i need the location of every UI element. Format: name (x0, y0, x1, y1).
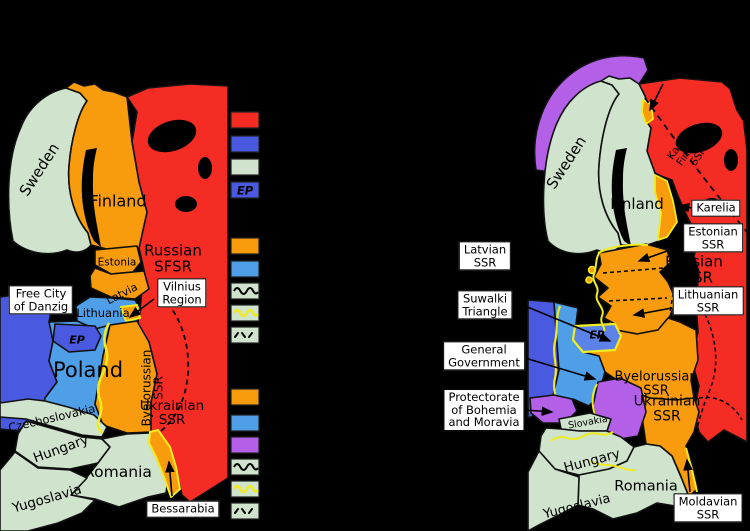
east-prussia-swatch-label: EP (237, 184, 254, 198)
lithuanian-arrow (632, 307, 673, 318)
wavy-black-glyph-2 (233, 463, 259, 471)
ssr-border-dashed-2 (187, 508, 229, 529)
region-bessarabia (148, 429, 181, 498)
region-ukrainian-ssr (619, 381, 700, 498)
callout-vilnius-region: Vilnius Region (157, 278, 207, 308)
wavy-black-swatch-2 (230, 458, 260, 476)
baltic-coast-yellow (592, 251, 606, 332)
region-poland-east (94, 320, 158, 434)
callout-free-city-of-danzig: Free City of Danzig (8, 285, 74, 315)
wavy-black-glyph (233, 287, 259, 295)
region-latvia (89, 267, 150, 300)
estonian-arrow (637, 244, 685, 263)
dashed-glyph (234, 332, 253, 338)
callout-general-government: General Government (443, 341, 525, 371)
white-sea-corner (726, 78, 750, 132)
suwalki-arrow (524, 305, 612, 342)
latvia-lithuania-dashed (608, 297, 668, 302)
callout-moldavian-ssr: Moldavian SSR (673, 493, 743, 523)
hungary-gain-yellow-1 (550, 431, 614, 442)
estonia-latvia-dashed (602, 267, 665, 274)
callout-bessarabia: Bessarabia (146, 500, 220, 518)
region-yugoslavia (0, 451, 96, 531)
wavy-black-swatch (230, 282, 260, 300)
protectorate-arrow (524, 406, 554, 417)
white-sea-lakes (147, 119, 212, 212)
byelorussia-rsfsr-dashed (696, 301, 717, 429)
dashed-swatch (230, 326, 260, 344)
soviet-sphere-swatch (230, 237, 260, 255)
callout-protectorate: Protectorate of Bohemia and Moravia (443, 389, 525, 431)
callout-karelia: Karelia (691, 199, 741, 217)
callout-lithuanian-ssr: Lithuanian SSR (672, 286, 744, 316)
region-karelia-ceded (654, 174, 678, 241)
region-yugoslavia (527, 450, 580, 531)
vilnius-arrow (128, 298, 155, 318)
island-hiiumaa (585, 276, 593, 284)
callout-suwalki-triangle: Suwalki Triangle (457, 290, 513, 320)
bessarabia-arrow (165, 460, 175, 497)
dashed-swatch-2 (230, 502, 260, 520)
karelia-arrow (677, 202, 693, 213)
ussr-swatch (230, 111, 260, 129)
ssr-border-dashed (160, 296, 190, 432)
germany-swatch (230, 135, 260, 153)
estonia-north-yellow (597, 243, 649, 254)
callout-estonian-ssr: Estonian SSR (683, 223, 743, 253)
internal-dashed-borders (602, 251, 743, 429)
german-sphere-swatch (230, 260, 260, 278)
general-government-arrow (524, 357, 597, 381)
gulf-of-bothnia (611, 148, 631, 246)
region-czechoslovakia (0, 398, 108, 438)
karelo-finnish-leader (649, 83, 664, 112)
east-prussia-swatch (230, 181, 260, 199)
hungary-gain-yellow-2 (589, 460, 637, 472)
moldavian-arrow (683, 458, 693, 493)
division-line-poland (96, 322, 111, 435)
gulf-of-bothnia (81, 148, 101, 247)
soviet-annexed-swatch (230, 388, 260, 406)
baltic-east-dashed (667, 251, 676, 313)
region-east-prussia (52, 323, 102, 353)
legend: EP (230, 111, 260, 520)
right-map (524, 54, 750, 531)
latvian-leader (526, 254, 568, 283)
german-occupied-swatch (230, 436, 260, 454)
left-map (0, 81, 229, 531)
dashed-glyph-2 (234, 508, 253, 514)
callout-latvian-ssr: Latvian SSR (458, 241, 512, 271)
wavy-yellow-glyph-2 (232, 484, 259, 494)
neutral-swatch (230, 158, 260, 176)
right-arrows (524, 83, 693, 493)
wavy-yellow-glyph (232, 308, 259, 318)
german-annexed-swatch (230, 414, 260, 432)
